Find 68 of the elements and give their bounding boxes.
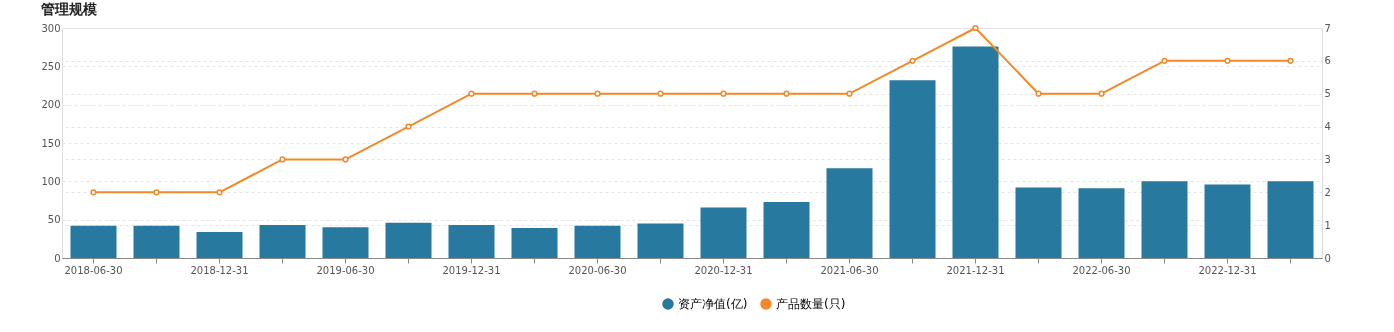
- y2-tick-label: 5: [1324, 88, 1331, 100]
- bar: [1015, 187, 1062, 258]
- legend-label: 资产净值(亿): [678, 297, 748, 311]
- point: [594, 90, 601, 97]
- bar: [259, 225, 306, 258]
- point: [720, 90, 727, 97]
- point: [405, 123, 412, 130]
- bar: [1267, 181, 1314, 258]
- y-tick-label: 200: [41, 99, 61, 111]
- y-tick-label: 100: [41, 175, 61, 187]
- y2-tick-label: 1: [1324, 219, 1331, 231]
- bar: [1204, 184, 1251, 258]
- point: [1098, 90, 1105, 97]
- bar: [889, 80, 936, 258]
- chart-title: 管理规模: [39, 0, 98, 17]
- y2-tick-label: 2: [1324, 186, 1331, 198]
- y-tick-label: 0: [54, 252, 61, 264]
- point: [846, 90, 853, 97]
- x-tick-label: 2022-12-31: [1198, 264, 1257, 276]
- y2-tick-label: 4: [1324, 121, 1331, 133]
- bar: [448, 225, 495, 258]
- bar: [952, 46, 999, 258]
- y2-tick-label: 0: [1324, 252, 1331, 264]
- x-tick-label: 2020-12-31: [694, 264, 753, 276]
- y2-tick-label: 7: [1324, 22, 1331, 34]
- y2-tick-label: 3: [1324, 153, 1331, 165]
- bar: [70, 225, 117, 258]
- point: [783, 90, 790, 97]
- bar: [133, 225, 180, 258]
- y-tick-label: 150: [41, 137, 61, 149]
- bar: [511, 228, 558, 258]
- bar: [763, 202, 810, 258]
- bar: [385, 222, 432, 258]
- x-tick-label: 2021-06-30: [820, 264, 879, 276]
- point: [279, 156, 286, 163]
- point: [153, 189, 160, 196]
- point: [1161, 57, 1168, 64]
- x-tick-label: 2018-12-31: [190, 264, 249, 276]
- bar: [322, 227, 369, 258]
- point: [972, 24, 979, 32]
- point: [657, 90, 664, 97]
- point: [90, 189, 97, 196]
- point: [216, 189, 223, 196]
- x-tick-label: 2019-06-30: [316, 264, 375, 276]
- bar: [574, 225, 621, 258]
- point: [342, 156, 349, 163]
- y2-tick-label: 6: [1324, 55, 1331, 67]
- bar: [637, 223, 684, 258]
- x-tick-label: 2018-06-30: [64, 264, 123, 276]
- y-tick-label: 250: [41, 60, 61, 72]
- legend-label: 产品数量(只): [776, 297, 846, 311]
- point: [909, 57, 916, 64]
- point: [468, 90, 475, 97]
- x-tick-label: 2020-06-30: [568, 264, 627, 276]
- y-tick-label: 300: [41, 22, 61, 34]
- x-tick-label: 2022-06-30: [1072, 264, 1131, 276]
- y-tick-label: 50: [47, 214, 61, 226]
- bar: [1078, 188, 1125, 258]
- point: [531, 90, 538, 97]
- bar: [1141, 181, 1188, 258]
- point: [1224, 57, 1231, 64]
- x-tick-label: 2019-12-31: [442, 264, 501, 276]
- x-tick-label: 2021-12-31: [946, 264, 1005, 276]
- point: [1035, 90, 1042, 97]
- bar: [196, 231, 243, 258]
- bar: [826, 168, 873, 258]
- point: [1287, 57, 1294, 64]
- bar: [700, 207, 747, 258]
